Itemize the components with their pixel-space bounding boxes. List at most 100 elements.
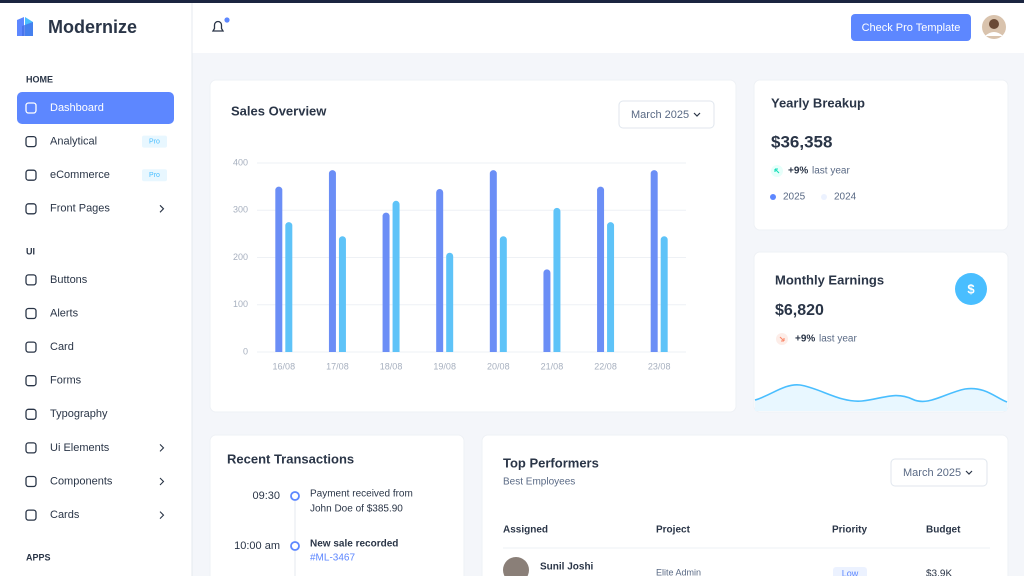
y-tick-label: 100 — [233, 299, 248, 309]
bar — [275, 186, 283, 352]
card-title: Monthly Earnings — [775, 272, 884, 287]
avatar-head — [989, 19, 999, 29]
nav-item[interactable]: Ui Elements — [25, 442, 165, 454]
sidebar-nav: HOME Dashboard Analytical Pro eCommerce Pro Fr… — [17, 74, 174, 563]
nav-icon — [25, 135, 37, 148]
time: 09:30 — [252, 490, 280, 502]
chevron — [693, 112, 701, 117]
nav-icon — [25, 408, 37, 420]
x-tick-label: 18/08 — [380, 361, 403, 371]
badge-bg — [142, 135, 167, 148]
nav-item[interactable]: Components — [25, 475, 165, 487]
nav-label: Dashboard — [50, 102, 104, 114]
nav-label: Front Pages — [50, 203, 110, 215]
nav-label: Alerts — [50, 307, 79, 319]
bar — [446, 252, 454, 352]
y-tick-label: 200 — [233, 252, 248, 262]
pro-button[interactable]: Check Pro Template — [851, 14, 971, 41]
chevron — [159, 511, 165, 519]
nav-icon — [25, 203, 37, 215]
logo[interactable]: Modernize — [17, 17, 137, 37]
chevron — [965, 470, 973, 475]
user-avatar[interactable] — [982, 15, 1006, 39]
chevron — [159, 444, 165, 452]
nav-icon — [25, 442, 37, 454]
notification-bell[interactable] — [211, 17, 230, 32]
nav-item[interactable]: Alerts — [25, 307, 79, 319]
nav-label: eCommerce — [50, 169, 110, 181]
nav-section-title: HOME — [26, 74, 53, 84]
budget: $3.9K — [926, 569, 952, 576]
nav-item[interactable]: Front Pages — [25, 203, 165, 215]
timeline-dot — [290, 491, 300, 501]
nav-label: Buttons — [50, 274, 88, 286]
nav-item[interactable]: Forms — [25, 375, 82, 387]
y-tick-label: 0 — [243, 346, 248, 356]
button-bg — [851, 14, 971, 41]
tx-text: Payment received from — [310, 489, 413, 500]
nav-icon — [25, 274, 37, 286]
change: +9% — [788, 166, 808, 177]
nav-item[interactable]: Dashboard — [17, 92, 174, 124]
bar — [660, 236, 668, 352]
x-tick-label: 20/08 — [487, 361, 510, 371]
bar — [607, 222, 615, 352]
change-label: last year — [819, 334, 857, 345]
time: 10:00 am — [234, 540, 280, 552]
select-label: March 2025 — [631, 109, 689, 121]
button-label: Check Pro Template — [862, 22, 961, 34]
nav-active-bg — [17, 92, 174, 124]
bar — [392, 200, 400, 352]
nav-label: Ui Elements — [50, 442, 110, 454]
badge-bg — [142, 169, 167, 182]
bar — [650, 170, 658, 352]
bar — [285, 222, 293, 352]
y-tick-label: 300 — [233, 205, 248, 215]
month-select[interactable]: March 2025 — [890, 458, 988, 487]
nav-label: Forms — [50, 375, 82, 387]
legend-dot — [821, 194, 827, 200]
card-subtitle: Best Employees — [503, 477, 575, 488]
down-arrow — [779, 336, 785, 342]
up-arrow — [774, 168, 780, 174]
card — [753, 79, 1009, 231]
card — [481, 434, 1009, 576]
select-box — [618, 100, 715, 129]
nav-item[interactable]: eCommerce Pro — [25, 169, 167, 182]
bar — [338, 236, 346, 352]
badge: Pro — [149, 138, 160, 145]
nav-icon — [25, 169, 37, 181]
bar — [328, 170, 336, 352]
nav-item[interactable]: Card — [25, 341, 74, 353]
nav-item[interactable]: Typography — [25, 408, 108, 420]
bar — [499, 236, 507, 352]
wave-line — [754, 384, 1008, 403]
nav-item[interactable]: Buttons — [25, 274, 88, 286]
change-label: last year — [812, 166, 850, 177]
nav-item[interactable]: Cards — [25, 509, 165, 521]
x-tick-label: 21/08 — [541, 361, 564, 371]
card — [209, 434, 465, 576]
column-header: Project — [656, 525, 691, 536]
nav-label: Typography — [50, 408, 108, 420]
nav-label: Card — [50, 341, 74, 353]
nav-label: Cards — [50, 509, 80, 521]
bell-dot — [224, 17, 230, 23]
top-strip — [0, 0, 1024, 3]
nav-item[interactable]: Analytical Pro — [25, 135, 167, 148]
legend-dot — [770, 194, 776, 200]
earnings-icon — [955, 273, 987, 305]
sales-chart: 0 100 200 300 400 16/08 17/08 18/08 19/08 20/08 21… — [233, 157, 686, 371]
tx-link[interactable]: #ML-3467 — [310, 553, 355, 564]
nav-icon — [25, 341, 37, 353]
chevron — [159, 204, 165, 213]
bar — [597, 186, 605, 352]
legend-label: 2024 — [834, 192, 857, 203]
month-select[interactable]: March 2025 — [618, 100, 715, 129]
card-title: Top Performers — [503, 455, 599, 470]
legend: 2025 2024 — [770, 192, 857, 203]
chevron — [159, 477, 165, 486]
column-header: Priority — [832, 525, 867, 536]
nav-icon — [25, 509, 37, 521]
